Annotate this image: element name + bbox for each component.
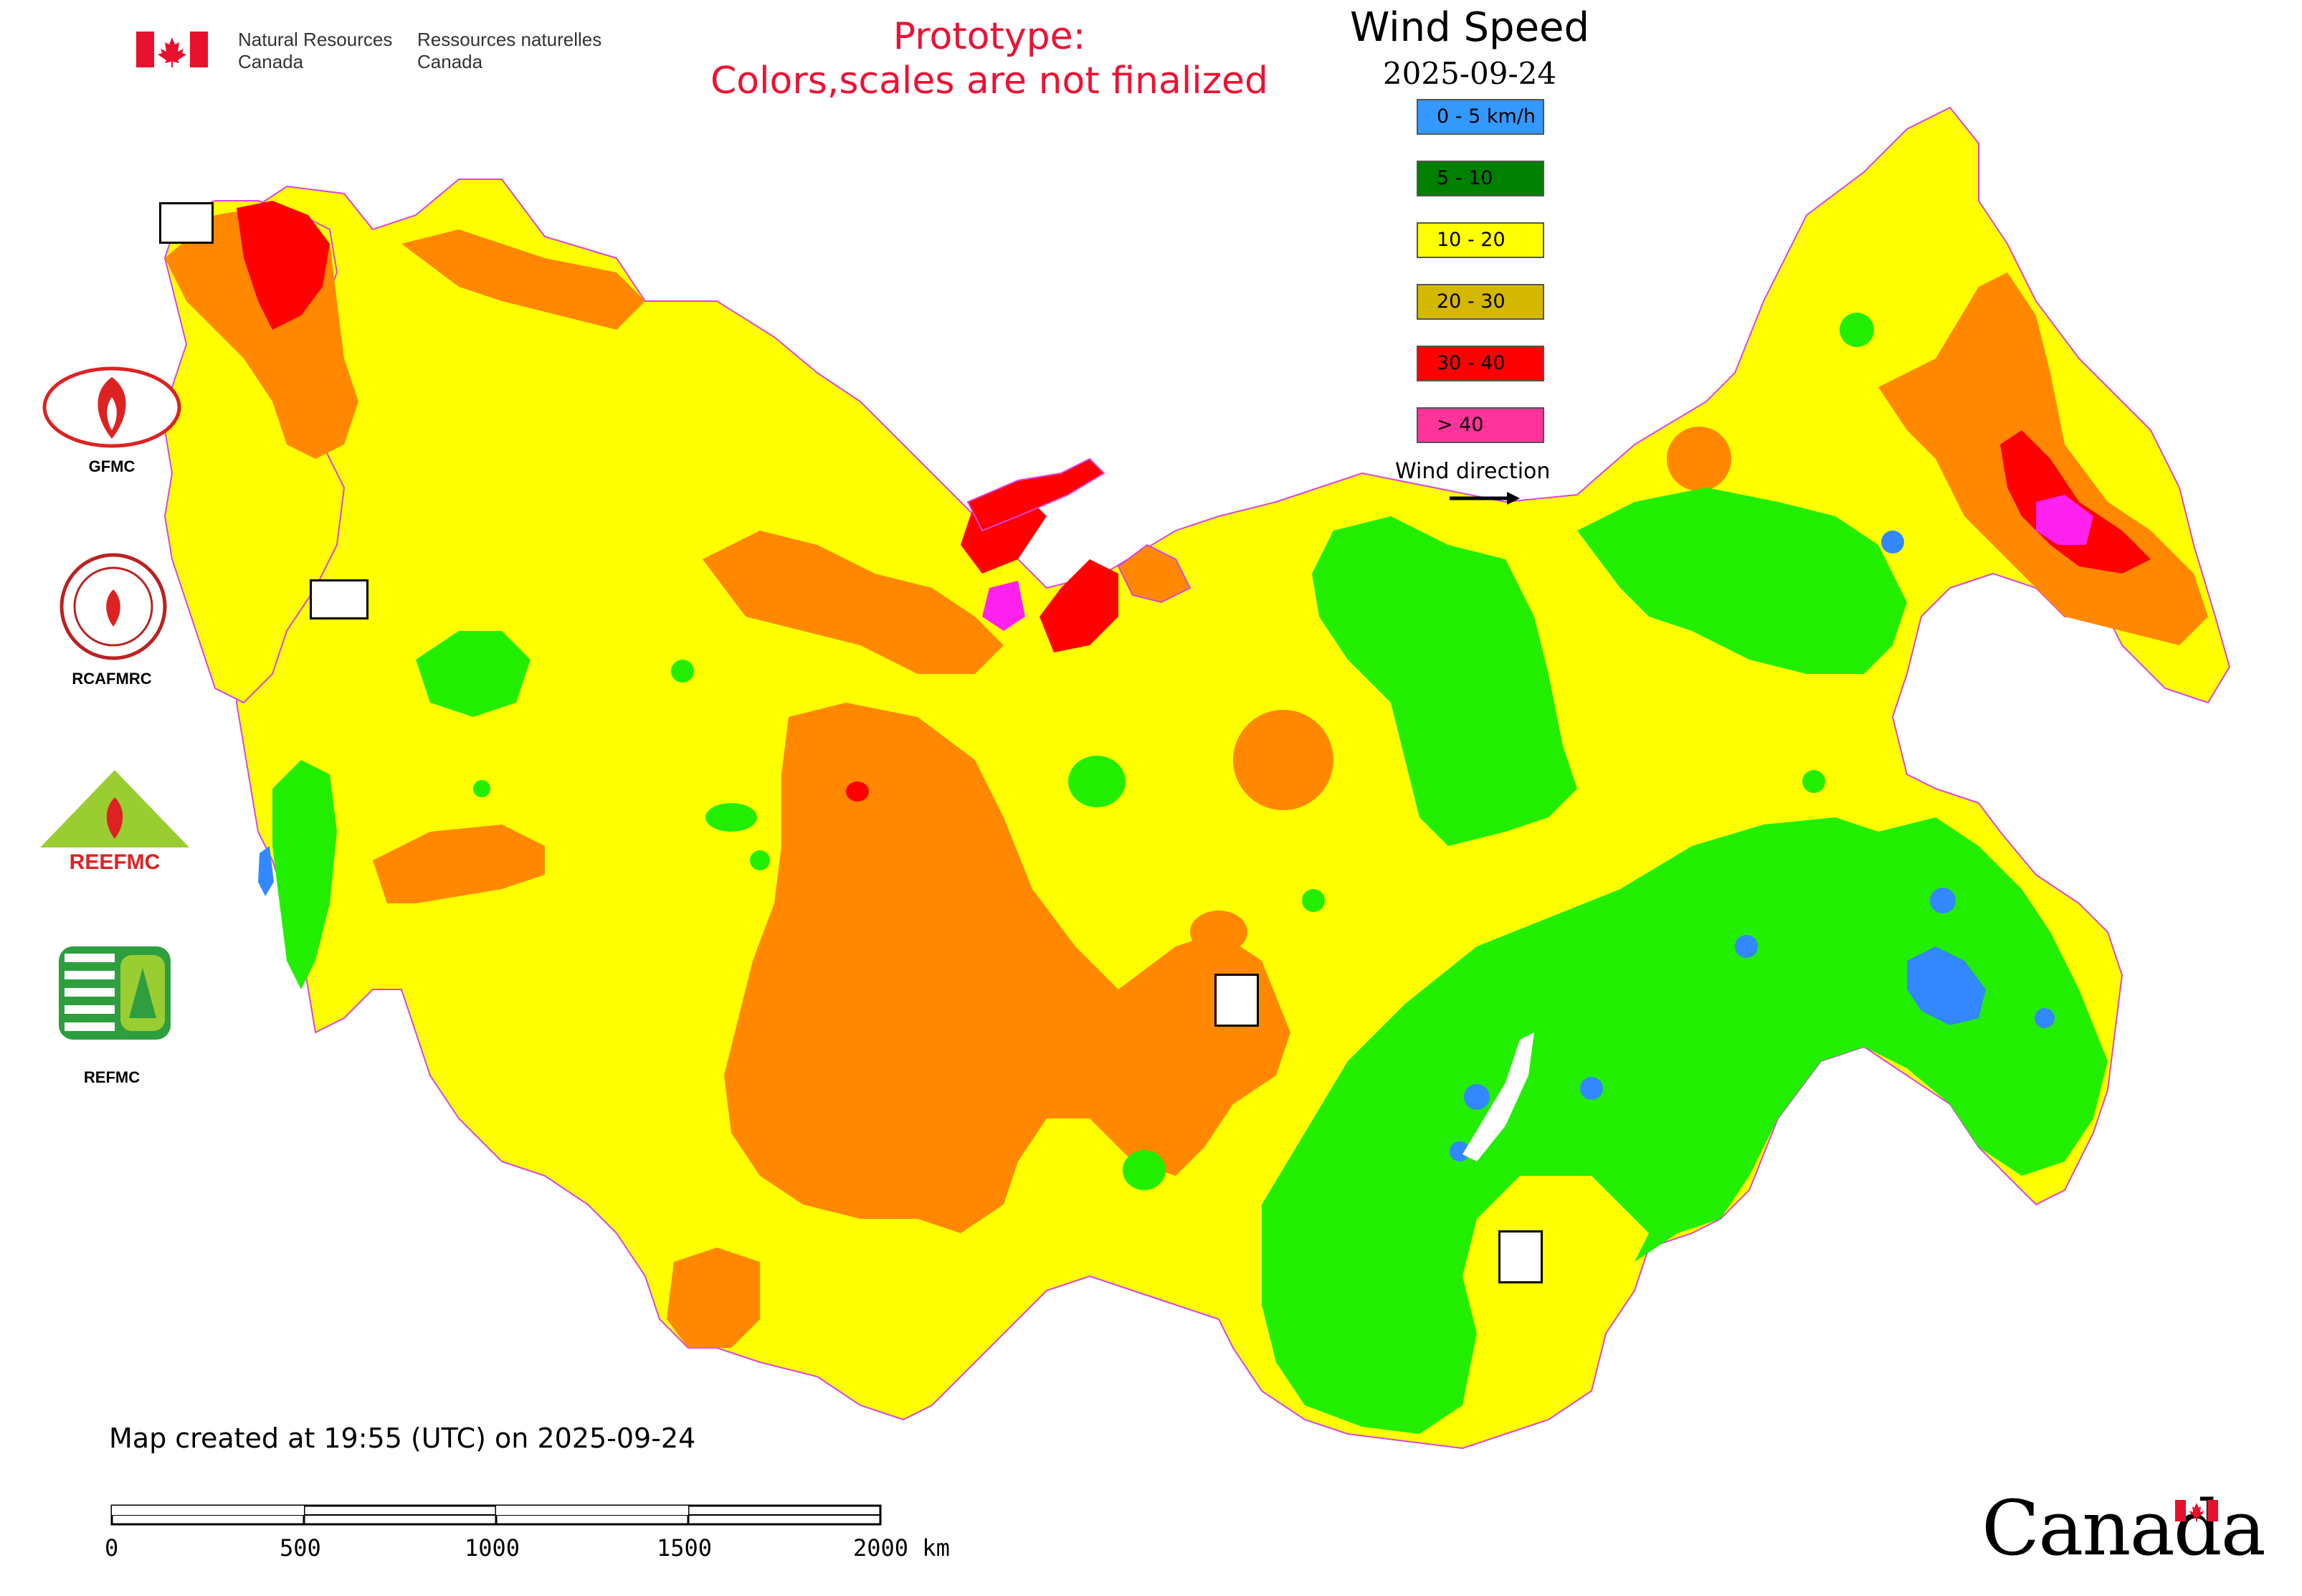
red-region (1040, 559, 1118, 652)
reefmc-map-marker (310, 579, 368, 619)
blue-region (1580, 1077, 1603, 1100)
legend-class-over-40: > 40 (1417, 407, 1544, 443)
green-region (1123, 1150, 1166, 1190)
blue-region (258, 846, 274, 896)
green-region (416, 631, 531, 717)
refmc-label: REFMC (83, 1068, 141, 1086)
orange-region (1233, 710, 1333, 810)
canada-flag-icon (136, 32, 208, 67)
blue-region (1930, 888, 1956, 913)
prototype-line2: Colors,scales are not finalized (710, 60, 1269, 103)
canada-wordmark-flag-icon (2175, 1500, 2218, 1521)
orange-region (401, 229, 645, 330)
green-region (1840, 313, 1874, 347)
green-region (1302, 889, 1325, 912)
orange-region (724, 703, 1290, 1233)
arrow-right-icon (1450, 492, 1520, 505)
department-name-en-line2: Canada (238, 51, 304, 72)
legend-class-0-5: 0 - 5 km/h (1417, 99, 1544, 135)
green-region (1312, 516, 1577, 846)
scale-label-500: 500 (280, 1534, 321, 1562)
arctic-island (1117, 543, 1192, 604)
blue-region (2035, 1008, 2055, 1028)
blue-region (1881, 531, 1904, 554)
gfmc-label: GFMC (88, 457, 135, 475)
green-region (1068, 756, 1126, 807)
red-region (237, 201, 330, 330)
orange-region (703, 531, 1004, 674)
orange-region (1190, 911, 1247, 954)
department-name-en-line1: Natural Resources (238, 29, 393, 50)
scale-label-1500: 1500 (657, 1534, 713, 1562)
department-name-fr: Ressources naturelles Canada (417, 29, 601, 73)
legend-class-20-30: 20 - 30 (1417, 284, 1544, 320)
orange-region (373, 825, 545, 903)
canada-wordmark: Canada (1982, 1484, 2266, 1572)
novaya-zemlya (966, 457, 1105, 532)
prototype-line1: Prototype: (893, 15, 1086, 58)
legend-class-10-20: 10 - 20 (1417, 222, 1544, 258)
reefmc-logo-icon: REEFMC (40, 770, 189, 874)
green-region (1262, 817, 2108, 1434)
magenta-region (982, 581, 1025, 631)
scale-label-0: 0 (105, 1534, 119, 1562)
green-region (1577, 488, 1907, 674)
orange-region (667, 1248, 760, 1348)
blue-region (1735, 935, 1758, 958)
blue-region (1464, 1084, 1490, 1110)
reefmc-logo-text: REEFMC (70, 850, 161, 874)
legend-date: 2025-09-24 (1382, 56, 1557, 91)
refmc-logo-icon (59, 946, 171, 1040)
rcafmrc-label: RCAFMRC (72, 670, 152, 688)
department-name-fr-line2: Canada (417, 51, 483, 72)
department-name-en: Natural Resources Canada (238, 29, 392, 73)
refmc-map-marker (1214, 974, 1259, 1027)
blue-region (1907, 946, 1986, 1025)
green-region (473, 780, 490, 797)
rcafmrc-map-marker (1498, 1230, 1543, 1283)
scale-bar (110, 1504, 882, 1526)
blue-region (1450, 1141, 1470, 1162)
prototype-notice: Prototype: Colors,scales are not finaliz… (617, 14, 1362, 103)
wind-direction-label: Wind direction (1395, 459, 1551, 484)
lake-baikal (1462, 1032, 1534, 1162)
legend-class-5-10: 5 - 10 (1417, 161, 1544, 196)
green-region (272, 760, 337, 989)
legend-title: Wind Speed (1349, 4, 1590, 51)
green-region (1802, 770, 1825, 793)
magenta-region (2036, 495, 2093, 545)
gfmc-map-marker (159, 202, 214, 244)
green-region (750, 850, 770, 870)
orange-region (1667, 427, 1731, 491)
red-region (2000, 430, 2151, 574)
legend-class-30-40: 30 - 40 (1417, 346, 1544, 381)
gfmc-logo-icon (42, 366, 181, 448)
rcafmrc-logo-icon (60, 553, 167, 660)
department-name-fr-line1: Ressources naturelles (417, 29, 602, 50)
green-region (705, 803, 757, 832)
green-region (671, 660, 694, 683)
map-created-timestamp: Map created at 19:55 (UTC) on 2025-09-24 (109, 1422, 696, 1454)
scale-label-1000: 1000 (465, 1534, 520, 1562)
scale-label-2000: 2000 km (853, 1534, 950, 1562)
red-region (846, 782, 869, 802)
